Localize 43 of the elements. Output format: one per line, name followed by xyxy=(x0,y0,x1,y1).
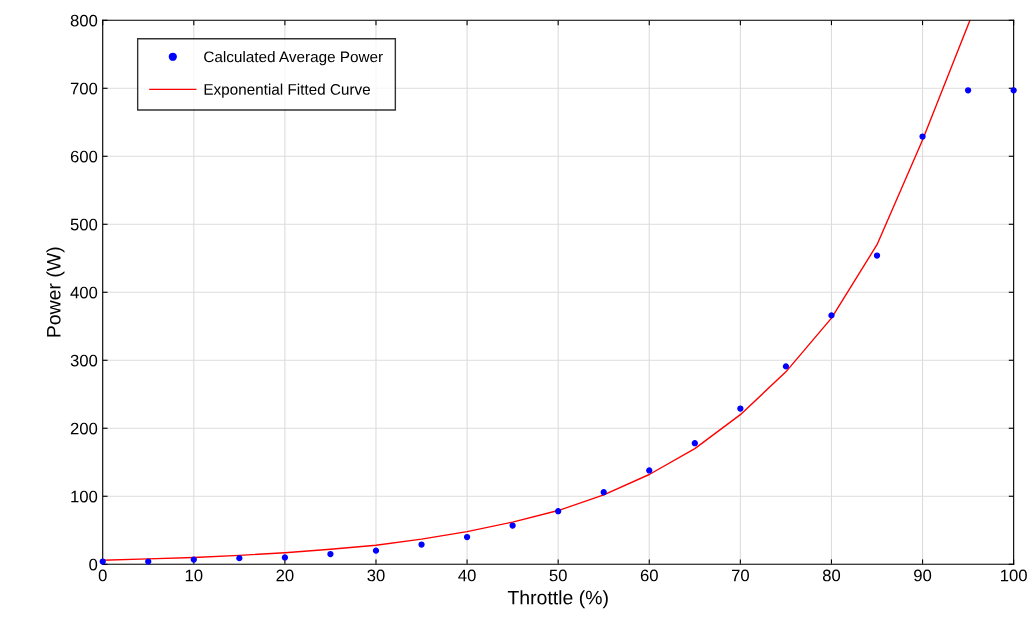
x-axis-title: Throttle (%) xyxy=(507,590,608,609)
point xyxy=(236,555,243,562)
point xyxy=(919,133,926,140)
point xyxy=(600,489,607,496)
x-tick-label: 60 xyxy=(640,569,658,582)
y-tick-label: 200 xyxy=(70,422,98,435)
x-tick-label: 50 xyxy=(549,569,567,582)
point xyxy=(828,312,835,319)
y-tick-label: 700 xyxy=(70,82,98,95)
y-tick-label: 0 xyxy=(89,558,98,571)
y-tick-label: 600 xyxy=(70,150,98,163)
point xyxy=(418,541,425,548)
point xyxy=(964,87,972,94)
point xyxy=(737,405,744,412)
point xyxy=(145,558,152,565)
y-tick-label: 100 xyxy=(71,490,98,503)
legend-label: Exponential Fitted Curve xyxy=(204,83,370,98)
y-tick-label: 500 xyxy=(70,218,98,231)
y-tick-label: 400 xyxy=(70,286,98,299)
legend-label: Calculated Average Power xyxy=(204,51,383,66)
point xyxy=(873,252,881,259)
point xyxy=(281,554,289,561)
point xyxy=(509,522,516,529)
x-tick-label: 80 xyxy=(822,569,841,582)
point xyxy=(1010,87,1017,94)
y-tick-label: 800 xyxy=(70,14,98,27)
point xyxy=(691,440,698,447)
x-tick-label: 0 xyxy=(98,569,107,582)
point xyxy=(646,467,653,474)
x-tick-label: 10 xyxy=(185,569,203,582)
point xyxy=(463,533,471,541)
x-tick-label: 40 xyxy=(458,569,476,582)
y-tick-label: 300 xyxy=(70,354,98,367)
point xyxy=(372,547,380,554)
point xyxy=(782,363,790,370)
point xyxy=(555,508,562,515)
x-tick-label: 100 xyxy=(1001,569,1027,582)
point xyxy=(327,550,334,558)
x-tick-label: 30 xyxy=(367,569,385,582)
x-tick-label: 20 xyxy=(276,569,294,582)
x-tick-label: 70 xyxy=(731,569,749,582)
x-tick-label: 90 xyxy=(914,569,932,582)
y-axis-title: Power (W) xyxy=(46,247,65,337)
